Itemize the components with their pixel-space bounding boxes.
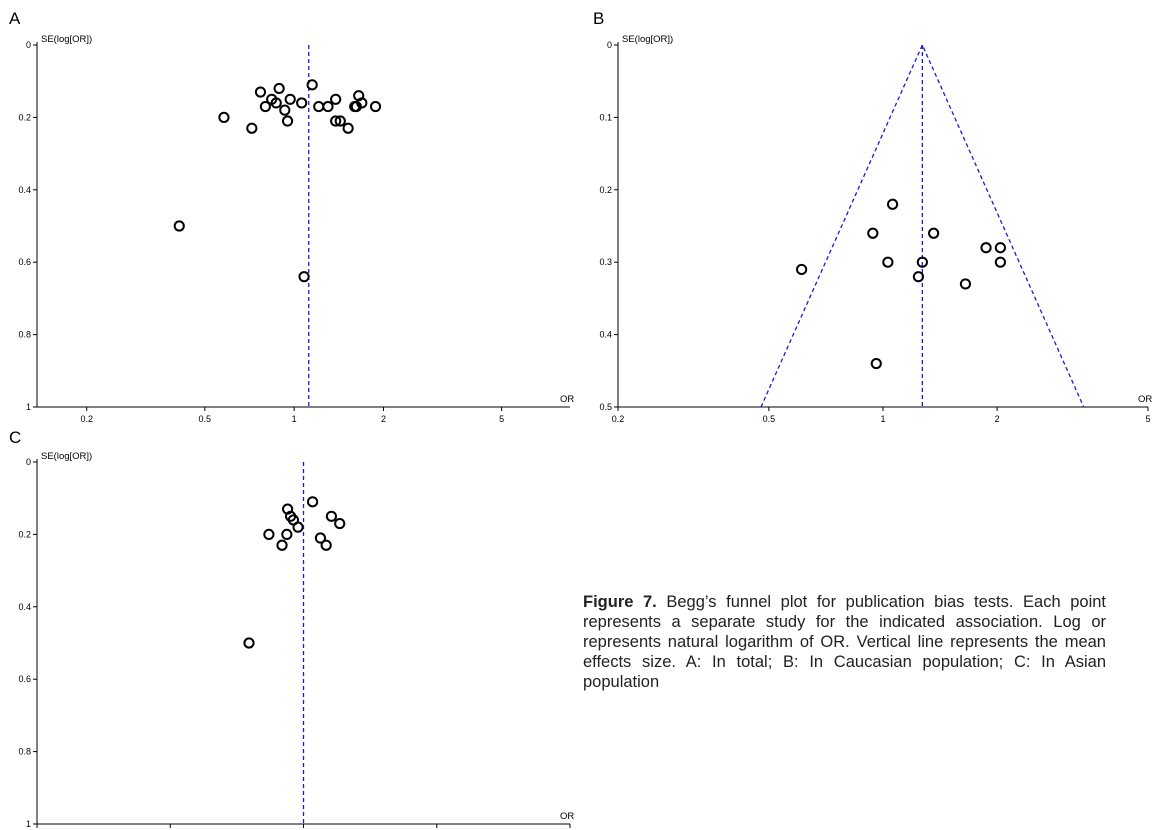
- x-tick-label: 0.2: [612, 414, 625, 424]
- y-tick-label: 1: [26, 819, 31, 829]
- study-point: [246, 122, 258, 134]
- x-axis-title: OR: [560, 394, 574, 405]
- study-point: [259, 100, 271, 113]
- x-tick-label: 0.2: [80, 414, 93, 424]
- study-point: [870, 357, 882, 370]
- y-tick-label: 0: [607, 40, 612, 50]
- x-tick-label: 1: [292, 414, 297, 424]
- study-point: [994, 242, 1006, 254]
- y-tick-label: 0.2: [18, 529, 31, 539]
- y-axis-title: SE(log[OR]): [41, 451, 92, 462]
- y-tick-label: 0.6: [18, 674, 31, 684]
- study-point: [313, 100, 325, 113]
- x-tick-label: 2: [381, 414, 386, 424]
- study-point: [994, 256, 1006, 268]
- y-axis-title: SE(log[OR]): [41, 34, 92, 45]
- x-tick-label: 5: [1145, 414, 1150, 424]
- study-point: [263, 528, 275, 541]
- study-point: [325, 510, 338, 522]
- y-tick-label: 1: [26, 402, 31, 412]
- study-point: [882, 256, 894, 268]
- study-point: [173, 220, 185, 232]
- study-point: [314, 532, 327, 544]
- study-point: [980, 242, 992, 254]
- y-tick-label: 0.4: [18, 602, 31, 612]
- y-tick-label: 0.4: [599, 330, 612, 340]
- study-point: [243, 637, 255, 649]
- study-point: [281, 528, 293, 541]
- study-point: [342, 122, 354, 134]
- study-point: [270, 97, 282, 109]
- study-point: [306, 496, 319, 508]
- study-point: [320, 539, 332, 551]
- figure-caption: Figure 7. Begg’s funnel plot for publica…: [583, 592, 1106, 692]
- funnel-plot-panel-c: CSE(log[OR])OR00.20.40.60.810.010.111010…: [9, 428, 574, 829]
- y-tick-label: 0.3: [599, 257, 612, 267]
- study-point: [886, 198, 899, 210]
- y-tick-label: 0.8: [18, 330, 31, 340]
- study-point: [334, 115, 346, 127]
- study-point: [334, 517, 346, 530]
- y-tick-label: 0: [26, 457, 31, 467]
- study-point: [356, 97, 368, 109]
- study-point: [292, 521, 304, 533]
- x-axis-title: OR: [1138, 394, 1152, 405]
- x-tick-label: 5: [499, 414, 504, 424]
- study-point: [322, 100, 334, 113]
- y-tick-label: 0.2: [18, 112, 31, 122]
- x-tick-label: 1: [880, 414, 885, 424]
- study-point: [867, 227, 879, 239]
- x-tick-label: 0.5: [199, 414, 212, 424]
- x-tick-label: 0.5: [763, 414, 776, 424]
- study-point: [279, 104, 291, 116]
- y-tick-label: 0: [26, 40, 31, 50]
- study-point: [369, 100, 382, 113]
- y-tick-label: 0.2: [599, 185, 612, 195]
- caption-text: Begg’s funnel plot for publication bias …: [583, 593, 1107, 691]
- y-tick-label: 0.6: [18, 257, 31, 267]
- study-point: [306, 79, 318, 91]
- study-point: [959, 278, 972, 290]
- funnel-limit-lines: [760, 43, 1085, 408]
- study-point: [330, 115, 342, 127]
- study-point: [276, 539, 288, 551]
- y-tick-label: 0.4: [18, 185, 31, 195]
- x-axis-title: OR: [560, 811, 574, 822]
- study-point: [281, 115, 294, 127]
- study-point: [796, 263, 808, 276]
- panel-letter-a: A: [9, 9, 21, 28]
- study-point: [273, 82, 285, 95]
- study-point: [928, 227, 940, 239]
- y-tick-label: 0.1: [599, 112, 612, 122]
- panel-letter-b: B: [593, 9, 604, 28]
- study-point: [912, 271, 925, 283]
- y-tick-label: 0.5: [599, 402, 612, 412]
- panel-letter-c: C: [9, 428, 21, 447]
- study-point: [284, 93, 296, 105]
- y-axis-title: SE(log[OR]): [622, 34, 673, 45]
- caption-label: Figure 7.: [583, 593, 657, 611]
- study-point: [218, 111, 230, 124]
- study-point: [254, 86, 267, 98]
- study-point: [916, 256, 928, 268]
- y-tick-label: 0.8: [18, 747, 31, 757]
- study-point: [330, 93, 342, 105]
- study-point: [298, 271, 310, 283]
- funnel-plot-panel-a: A SE(log[OR]) OR 0 0.2 0.4 0.6 0.8 1 0.2 0.5 1 2 5: [9, 9, 574, 424]
- study-point: [296, 97, 308, 109]
- x-tick-label: 2: [995, 414, 1000, 424]
